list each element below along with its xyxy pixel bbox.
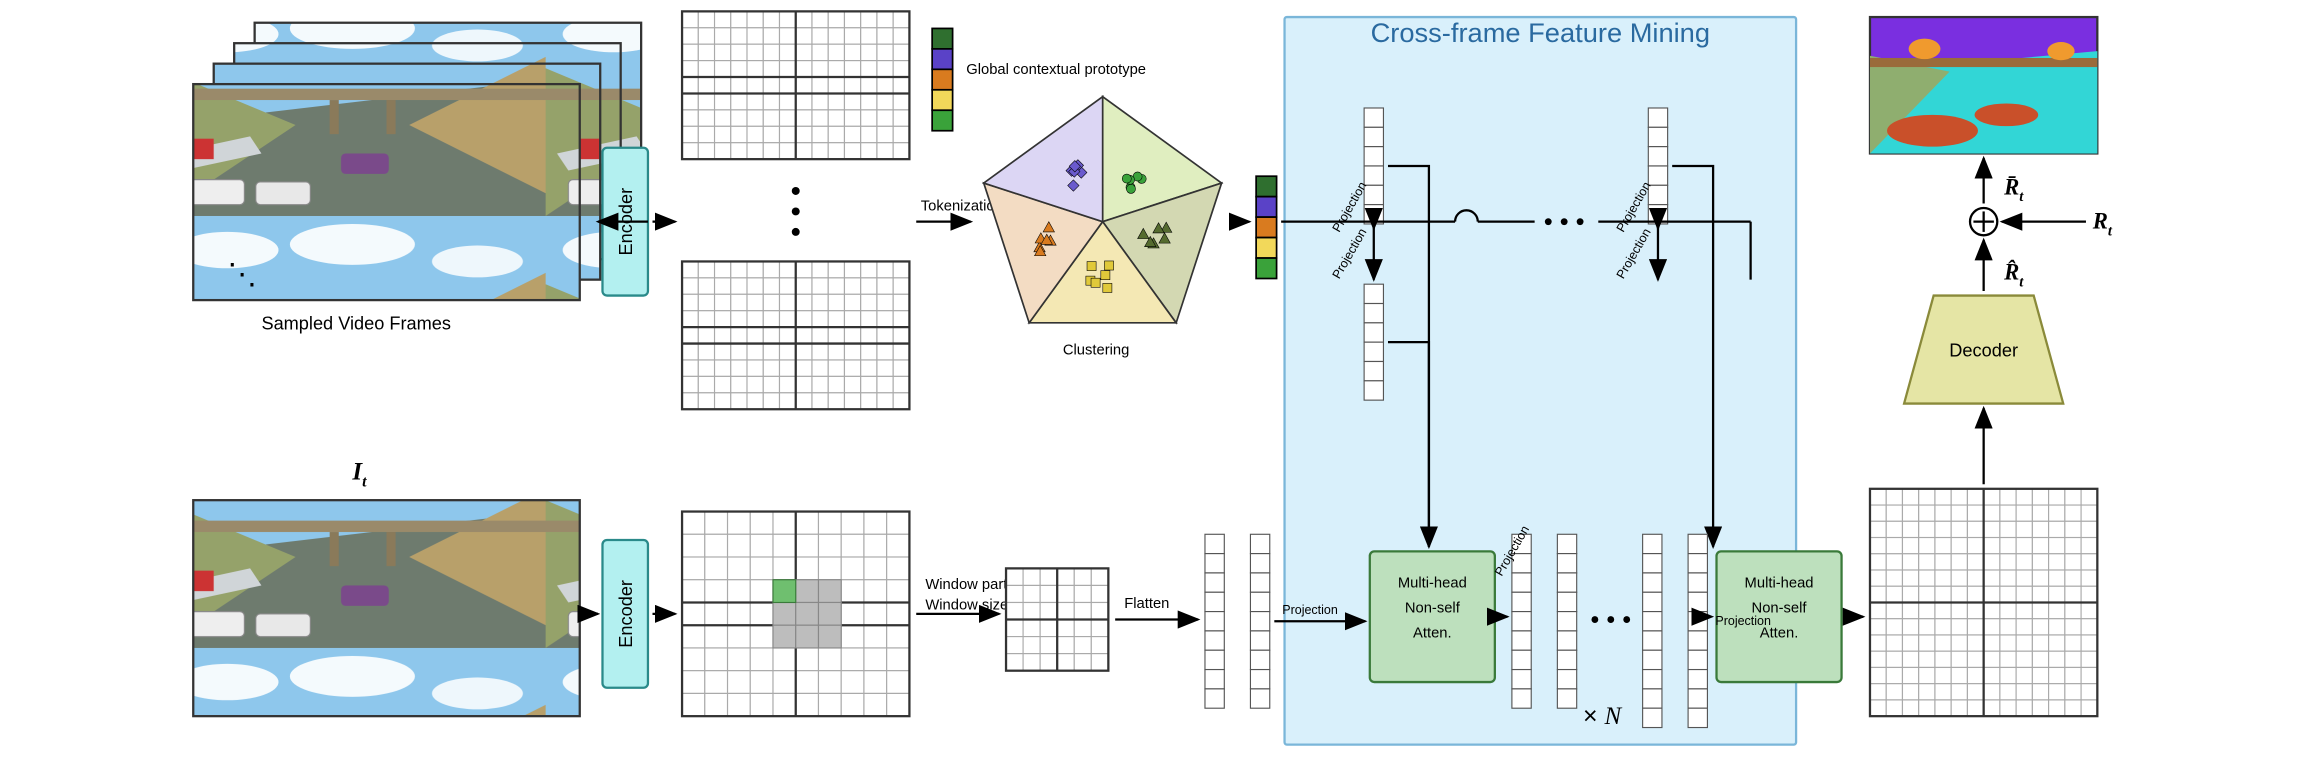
post-vec — [1512, 534, 1531, 708]
xn-label: × N — [1583, 702, 1623, 730]
cluster-point — [1103, 283, 1112, 292]
sampled-label: Sampled Video Frames — [261, 314, 451, 334]
mid-vec — [1643, 534, 1662, 727]
frame-ellipsis: ⋱ — [227, 258, 257, 291]
flat-vec — [1205, 534, 1224, 708]
decoder-label: Decoder — [1949, 340, 2018, 360]
encoder-label: Encoder — [616, 580, 636, 648]
rhat-label: R̂t — [2003, 259, 2024, 291]
prototype-stack — [1256, 176, 1276, 278]
vdots-icon — [792, 187, 800, 195]
proj-vec — [1648, 108, 1667, 224]
attention-label: Atten. — [1413, 626, 1452, 642]
hdots-icon — [1577, 218, 1584, 225]
cluster-point — [1104, 261, 1113, 270]
cfm-title: Cross-frame Feature Mining — [1371, 17, 1710, 48]
segmentation-output — [1870, 17, 2097, 153]
post-vec — [1557, 534, 1576, 708]
cluster-point — [1126, 184, 1135, 193]
hdots-icon — [1623, 616, 1630, 623]
proj-vec — [1364, 108, 1383, 224]
it-label: It — [351, 459, 367, 491]
r-label: Rt — [2092, 208, 2113, 239]
vdots-icon — [792, 207, 800, 215]
attention-label: Multi-head — [1398, 576, 1467, 592]
feature-grid-top — [682, 11, 909, 159]
prototype-stack — [932, 28, 952, 130]
flatten-label: Flatten — [1124, 596, 1169, 612]
hdots-icon — [1591, 616, 1598, 623]
window-cell — [796, 625, 819, 648]
winsize-label: Window size s — [925, 597, 1018, 613]
window-cell — [818, 580, 841, 603]
vdots-icon — [792, 228, 800, 236]
hdots-icon — [1545, 218, 1552, 225]
clustering-label: Clustering — [1063, 343, 1129, 359]
proj-vec — [1364, 284, 1383, 400]
cluster-point — [1087, 262, 1096, 271]
gcp-label: Global contextual prototype — [966, 62, 1146, 78]
hdots-icon — [1561, 218, 1568, 225]
current-frame — [193, 500, 580, 716]
projection-label: Projection — [1282, 603, 1338, 617]
window-grid — [1006, 568, 1108, 670]
output-grid — [1870, 489, 2097, 716]
cluster-point — [1101, 271, 1110, 280]
hdots-icon — [1607, 616, 1614, 623]
attention-label: Non-self — [1405, 601, 1461, 617]
mid-vec — [1688, 534, 1707, 727]
rbar-label: R̄t — [2003, 174, 2024, 205]
projection-label: Projection — [1715, 614, 1771, 628]
window-cell — [796, 602, 819, 625]
window-center — [773, 580, 796, 603]
window-cell — [796, 580, 819, 603]
cluster-point — [1122, 174, 1131, 183]
window-cell — [818, 602, 841, 625]
window-cell — [773, 602, 796, 625]
window-cell — [773, 625, 796, 648]
attention-label: Multi-head — [1745, 576, 1814, 592]
flat-vec — [1250, 534, 1269, 708]
feature-grid-top — [682, 261, 909, 409]
cluster-point — [1091, 278, 1100, 287]
window-cell — [818, 625, 841, 648]
